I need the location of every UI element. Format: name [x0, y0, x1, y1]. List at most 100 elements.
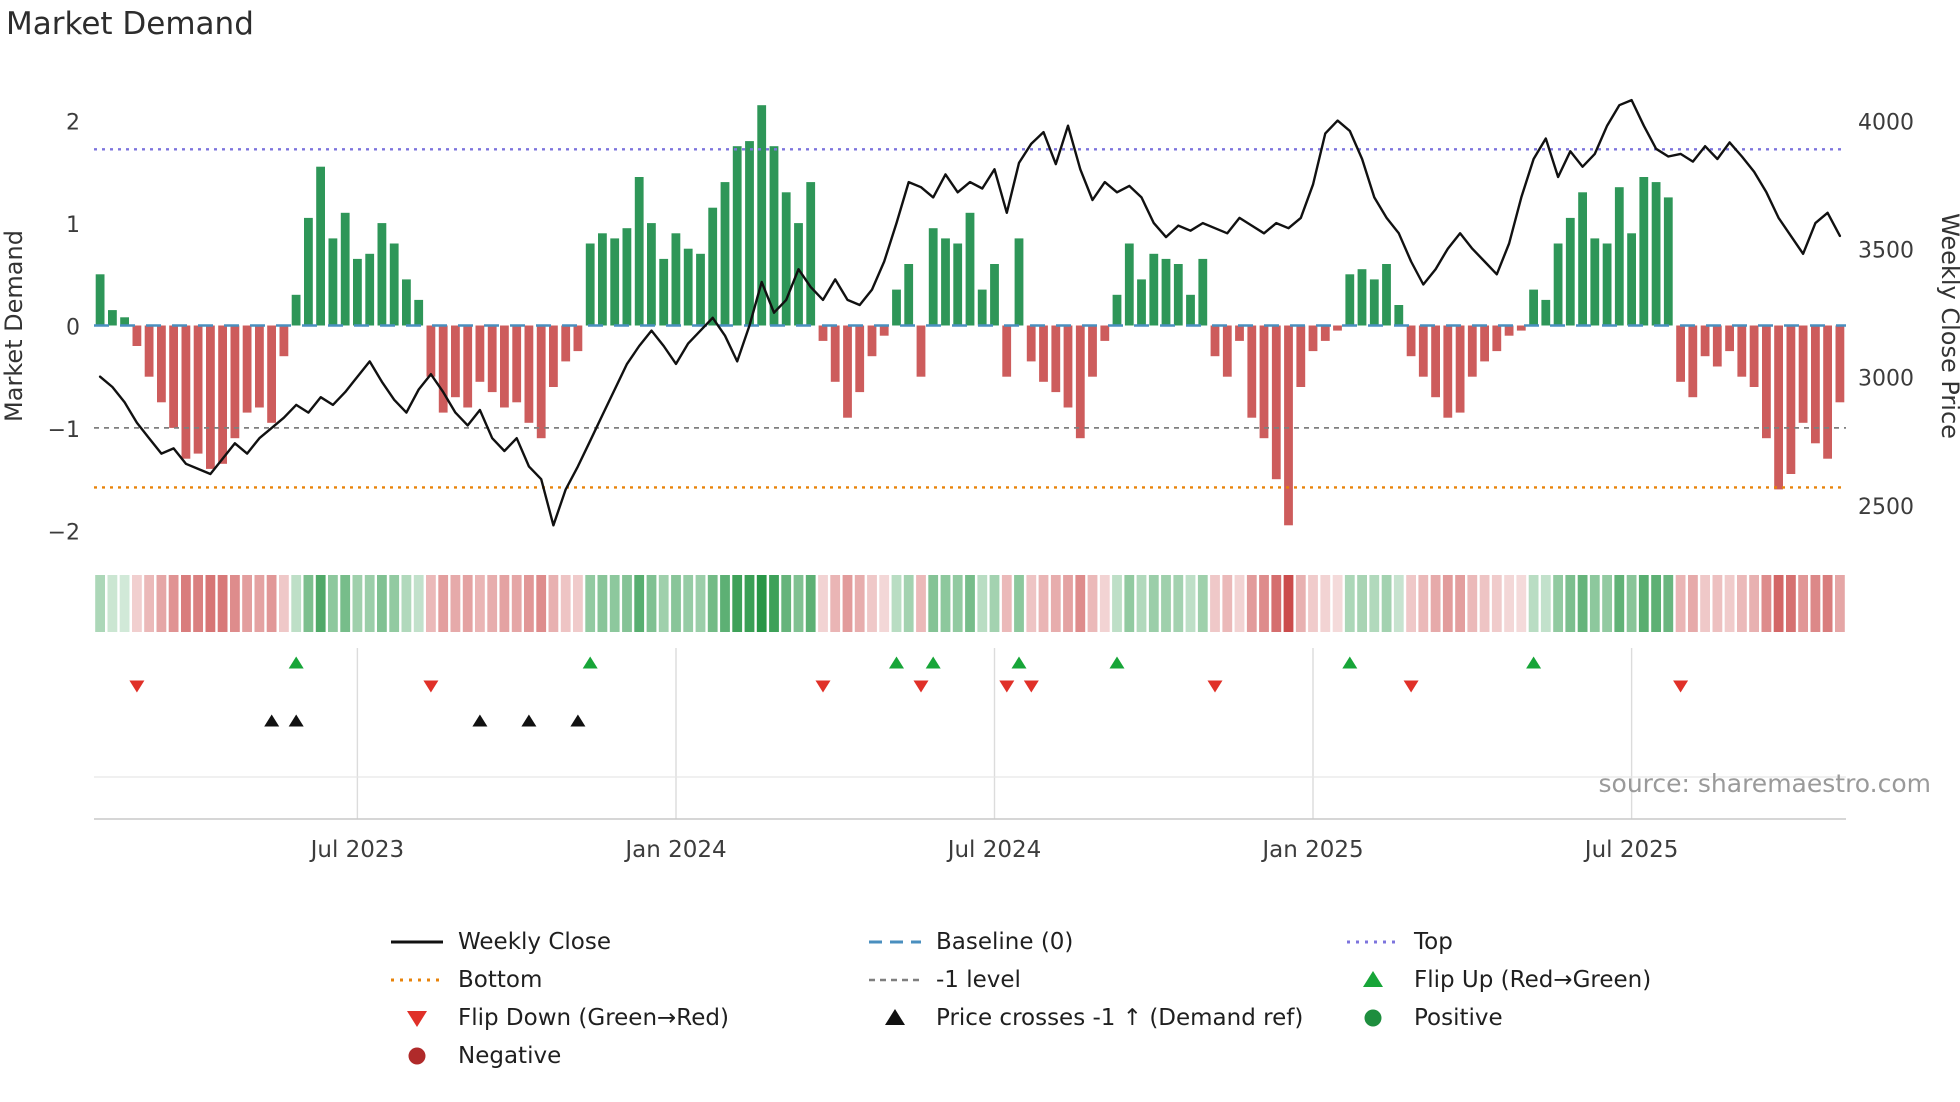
heatmap-cell: [842, 575, 853, 632]
heatmap-cell: [119, 575, 130, 632]
heatmap-cell: [499, 575, 510, 632]
heatmap-cell: [1565, 575, 1576, 632]
demand-bar-negative: [1100, 325, 1110, 341]
price-cross-marker: [264, 714, 280, 727]
heatmap-cell: [193, 575, 203, 632]
x-tick-label: Jan 2025: [1260, 837, 1363, 863]
heatmap-cell: [1124, 575, 1135, 632]
demand-bar-negative: [1075, 325, 1085, 439]
demand-bar-negative: [181, 325, 191, 459]
demand-bar-negative: [487, 325, 497, 393]
heatmap-cell: [671, 575, 681, 632]
demand-bar-negative: [1284, 325, 1293, 526]
legend-label: Negative: [458, 1043, 562, 1069]
heatmap-cell: [1161, 575, 1171, 632]
demand-bar-negative: [1676, 325, 1685, 382]
demand-bar-negative: [218, 325, 227, 464]
demand-bar-negative: [1051, 325, 1061, 393]
heatmap-cell: [1075, 575, 1086, 632]
demand-bar-negative: [242, 325, 252, 413]
heatmap-cell: [1369, 575, 1380, 632]
heatmap-cell: [1442, 575, 1453, 632]
demand-bar-negative: [1039, 325, 1048, 382]
heatmap-cell: [1381, 575, 1392, 632]
demand-bar-negative: [1455, 325, 1465, 413]
flip-up-marker: [1342, 656, 1358, 669]
heatmap-cell: [560, 575, 571, 632]
heatmap-cell: [854, 575, 865, 632]
heatmap-cell: [315, 575, 326, 632]
demand-bar-positive: [316, 166, 325, 326]
heatmap-cell: [144, 575, 154, 632]
legend-swatch-line-solid-icon: [391, 940, 443, 944]
heatmap-cell: [95, 575, 105, 632]
right-tick-label: 3000: [1858, 367, 1914, 392]
demand-bar-negative: [255, 325, 264, 408]
demand-bar-negative: [512, 325, 522, 403]
demand-bar-negative: [536, 325, 546, 439]
legend-item-top: Top: [1344, 928, 1822, 956]
demand-bar-negative: [230, 325, 240, 439]
heatmap-cell: [1112, 575, 1122, 632]
heatmap-cell: [1320, 575, 1331, 632]
heatmap-cell: [916, 575, 926, 632]
legend-swatch-circle-icon: [408, 1047, 426, 1065]
legend-swatch-circle-icon: [1364, 1009, 1382, 1027]
heatmap-cell: [622, 575, 632, 632]
heatmap-cell: [1504, 575, 1514, 632]
chart-title: Market Demand: [6, 6, 254, 42]
heatmap-cell: [364, 575, 375, 632]
demand-bar-negative: [193, 325, 203, 454]
demand-bar-positive: [745, 141, 754, 326]
heatmap-cell: [217, 575, 228, 632]
left-tick-label: 2: [66, 111, 80, 136]
flip-down-marker: [815, 680, 831, 693]
heatmap-cell: [1393, 575, 1404, 632]
demand-bar-positive: [389, 243, 399, 326]
heatmap-cell: [1479, 575, 1490, 632]
demand-bar-positive: [965, 212, 975, 326]
demand-bar-positive: [1529, 289, 1538, 326]
heatmap-cell: [536, 575, 547, 632]
demand-bar-positive: [977, 289, 987, 326]
demand-bar-positive: [120, 317, 129, 326]
demand-bar-negative: [267, 325, 276, 423]
heatmap-cell: [1038, 575, 1049, 632]
price-cross-marker: [521, 714, 537, 727]
demand-bar-negative: [1333, 325, 1342, 331]
demand-bar-negative: [1406, 325, 1416, 357]
heatmap-cell: [1688, 575, 1698, 632]
flip-down-marker: [1207, 680, 1223, 693]
demand-bar-positive: [1614, 187, 1624, 326]
heatmap-cell: [1712, 575, 1723, 632]
heatmap-cell: [1737, 575, 1747, 632]
heatmap-cell: [1528, 575, 1539, 632]
demand-bar-positive: [1186, 294, 1195, 326]
heatmap-cell: [756, 575, 767, 632]
legend-item-flip-down-green-red: Flip Down (Green→Red): [388, 1004, 866, 1032]
legend-item-bottom: Bottom: [388, 966, 866, 994]
demand-bar-positive: [1651, 182, 1661, 326]
heatmap-cell: [1259, 575, 1269, 632]
demand-bar-positive: [928, 228, 938, 326]
legend-label: Bottom: [458, 967, 543, 993]
demand-bar-positive: [769, 146, 779, 326]
right-tick-label: 2500: [1858, 495, 1914, 520]
heatmap-cell: [1308, 575, 1318, 632]
heatmap-cell: [683, 575, 694, 632]
heatmap-cell: [377, 575, 387, 632]
x-tick-label: Jan 2024: [623, 837, 726, 863]
heatmap-cell: [1773, 575, 1784, 632]
heatmap-cell: [1136, 575, 1147, 632]
heatmap-cell: [1700, 575, 1710, 632]
demand-bar-negative: [549, 325, 558, 387]
demand-bar-positive: [720, 182, 730, 326]
heatmap-cell: [585, 575, 596, 632]
flip-up-marker: [1011, 656, 1027, 669]
heatmap-cell: [1455, 575, 1465, 632]
left-tick-label: 0: [66, 316, 80, 341]
heatmap-cell: [1749, 575, 1759, 632]
heatmap-cell: [781, 575, 792, 632]
demand-bar-negative: [426, 325, 436, 377]
demand-bar-negative: [169, 325, 178, 428]
